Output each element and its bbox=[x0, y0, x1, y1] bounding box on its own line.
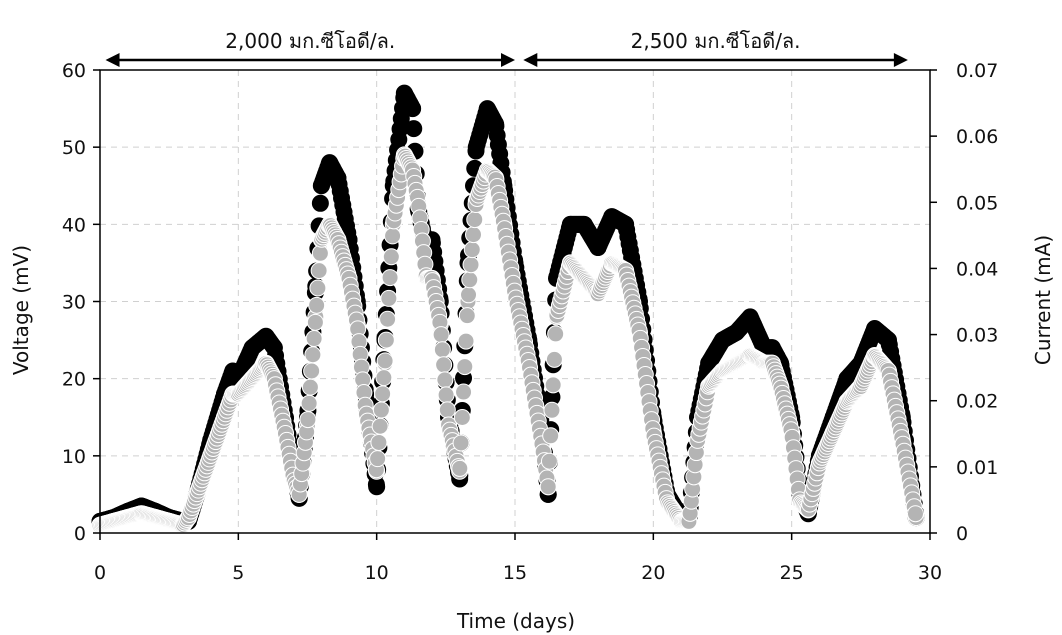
y2-tick-label: 0.07 bbox=[956, 60, 998, 82]
data-point-fill bbox=[466, 211, 484, 229]
y2-tick-label: 0.03 bbox=[956, 325, 998, 347]
data-point-fill bbox=[462, 256, 480, 274]
data-point-fill bbox=[303, 362, 321, 380]
data-point-fill bbox=[438, 401, 456, 419]
y-tick-label: 10 bbox=[62, 446, 86, 468]
data-point-fill bbox=[458, 307, 476, 325]
data-point-fill bbox=[461, 271, 479, 289]
y2-tick-label: 0.02 bbox=[956, 391, 998, 413]
data-point-fill bbox=[539, 478, 557, 496]
y-tick-label: 0 bbox=[74, 523, 86, 545]
y-tick-label: 30 bbox=[62, 292, 86, 314]
annotation-label: 2,000 มก.ซีโอดี/ล. bbox=[225, 29, 395, 53]
annotation-arrow-head-right bbox=[893, 53, 908, 67]
x-tick-label: 0 bbox=[94, 562, 106, 584]
data-point-fill bbox=[304, 346, 322, 364]
axes: 0 5 10 15 20 25 30 0 10 20 30 40 50 60 0 0.01 0.02 0.03 0.… bbox=[62, 60, 999, 584]
y-tick-label: 50 bbox=[62, 137, 86, 159]
data-point-fill bbox=[299, 411, 317, 429]
x-tick-label: 25 bbox=[780, 562, 804, 584]
data-point-fill bbox=[371, 417, 389, 435]
data-point-fill bbox=[301, 378, 319, 396]
x-tick-label: 10 bbox=[365, 562, 389, 584]
data-point-fill bbox=[544, 376, 562, 394]
x-axis-title: Time (days) bbox=[456, 609, 575, 633]
data-point-fill bbox=[369, 450, 387, 468]
x-tick-label: 5 bbox=[232, 562, 244, 584]
data-point-fill bbox=[381, 269, 399, 287]
data-point-fill bbox=[370, 433, 388, 451]
data-point-fill bbox=[300, 394, 318, 412]
data-point-fill bbox=[547, 325, 565, 343]
data-point-fill bbox=[542, 427, 560, 445]
data-point-fill bbox=[436, 371, 454, 389]
y2-tick-label: 0.04 bbox=[956, 258, 998, 280]
annotations: 2,000 มก.ซีโอดี/ล. 2,500 มก.ซีโอดี/ล. bbox=[105, 29, 908, 67]
data-point-fill bbox=[382, 248, 400, 266]
data-point-fill bbox=[376, 352, 394, 370]
data-point-fill bbox=[405, 120, 423, 138]
y-tick-label: 20 bbox=[62, 369, 86, 391]
annotation-arrow-head-left bbox=[523, 53, 538, 67]
data-point-fill bbox=[377, 331, 395, 349]
data-point-fill bbox=[906, 505, 924, 523]
x-tick-label: 30 bbox=[918, 562, 942, 584]
annotation-2: 2,500 มก.ซีโอดี/ล. bbox=[523, 29, 908, 67]
data-series bbox=[91, 84, 925, 534]
data-point-fill bbox=[465, 226, 482, 244]
annotation-arrow-head-right bbox=[501, 53, 515, 67]
data-point-fill bbox=[460, 286, 478, 304]
data-point-fill bbox=[543, 401, 561, 419]
annotation-1: 2,000 มก.ซีโอดี/ล. bbox=[105, 29, 515, 67]
data-point-fill bbox=[437, 386, 455, 404]
data-point-fill bbox=[455, 383, 473, 401]
data-point-fill bbox=[433, 341, 451, 359]
data-point-fill bbox=[374, 385, 392, 403]
data-point-fill bbox=[384, 227, 402, 245]
x-tick-label: 15 bbox=[503, 562, 527, 584]
data-point-fill bbox=[453, 409, 471, 427]
y2-tick-label: 0.06 bbox=[956, 126, 998, 148]
y2-tick-label: 0.01 bbox=[956, 457, 998, 479]
data-point-fill bbox=[403, 99, 421, 117]
data-point-fill bbox=[540, 452, 558, 470]
y-tick-label: 60 bbox=[62, 60, 86, 82]
series-2 bbox=[91, 146, 925, 534]
data-point-fill bbox=[452, 434, 470, 452]
data-point-fill bbox=[305, 330, 323, 348]
data-point-fill bbox=[311, 194, 329, 212]
y2-tick-label: 0 bbox=[956, 523, 968, 545]
data-point-fill bbox=[457, 332, 475, 350]
y2-axis-title: Current (mA) bbox=[1031, 235, 1055, 365]
x-tick-label: 20 bbox=[641, 562, 665, 584]
data-point-fill bbox=[380, 289, 398, 307]
data-point-fill bbox=[432, 326, 450, 344]
data-point-fill bbox=[379, 310, 397, 328]
data-point-fill bbox=[463, 241, 481, 259]
y-tick-label: 40 bbox=[62, 214, 86, 236]
data-point-fill bbox=[306, 313, 324, 331]
y-axis-title: Voltage (mV) bbox=[9, 245, 33, 375]
data-point-fill bbox=[308, 296, 326, 314]
annotation-label: 2,500 มก.ซีโอดี/ล. bbox=[631, 29, 801, 53]
data-point-fill bbox=[545, 350, 563, 368]
data-point-fill bbox=[456, 358, 474, 376]
data-point-fill bbox=[311, 244, 329, 262]
data-point-fill bbox=[451, 459, 469, 477]
data-point-fill bbox=[372, 401, 390, 419]
y2-tick-label: 0.05 bbox=[956, 192, 998, 214]
data-point-fill bbox=[310, 262, 328, 280]
data-point-fill bbox=[435, 356, 453, 374]
annotation-arrow-head-left bbox=[105, 53, 120, 67]
data-point-fill bbox=[375, 369, 393, 387]
data-point-fill bbox=[309, 279, 327, 297]
